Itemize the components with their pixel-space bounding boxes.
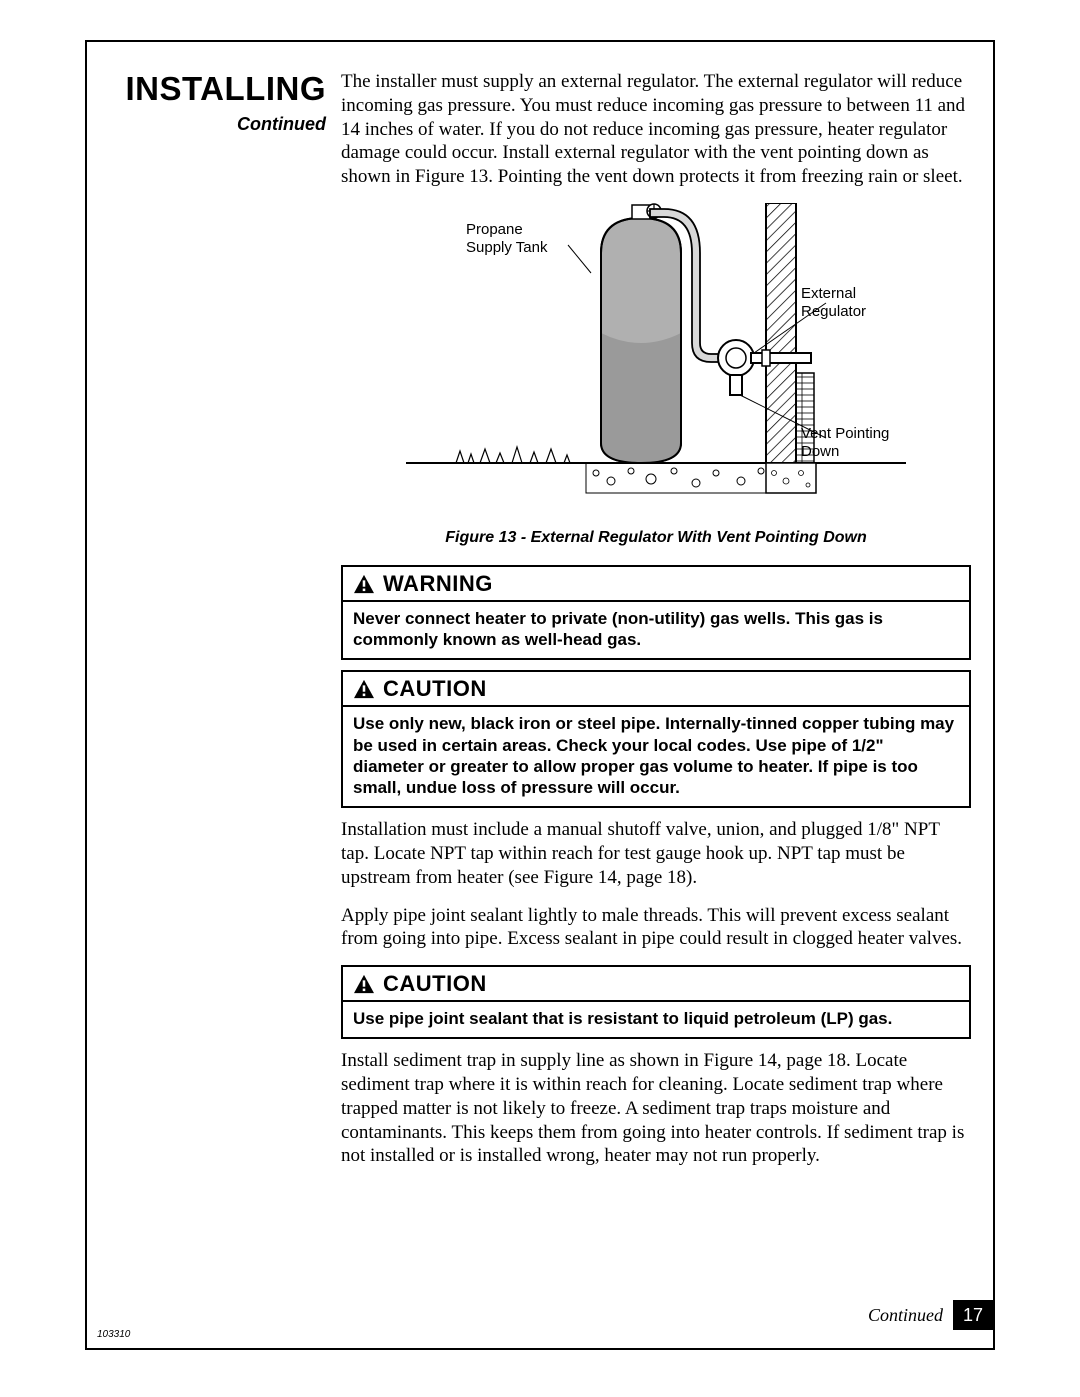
caution1-header: CAUTION bbox=[343, 672, 969, 707]
page-footer: Continued 17 bbox=[868, 1300, 993, 1330]
fig-label-regulator: External Regulator bbox=[801, 285, 866, 321]
page-frame: INSTALLING Continued The installer must … bbox=[85, 40, 995, 1350]
warning-body: Never connect heater to private (non-uti… bbox=[343, 602, 969, 659]
main-column: The installer must supply an external re… bbox=[341, 70, 971, 1182]
caution-box-1: CAUTION Use only new, black iron or stee… bbox=[341, 670, 971, 808]
caution1-body: Use only new, black iron or steel pipe. … bbox=[343, 707, 969, 806]
paragraph-sealant: Apply pipe joint sealant lightly to male… bbox=[341, 904, 971, 952]
figure-13: Propane Supply Tank External Regulator V… bbox=[341, 203, 971, 523]
caution-icon bbox=[353, 974, 375, 994]
sidebar: INSTALLING Continued bbox=[111, 70, 326, 135]
page-number: 17 bbox=[953, 1300, 993, 1330]
warning-box: WARNING Never connect heater to private … bbox=[341, 565, 971, 661]
continued-label-top: Continued bbox=[111, 114, 326, 135]
document-id: 103310 bbox=[97, 1329, 130, 1340]
caution1-title: CAUTION bbox=[383, 676, 487, 702]
propane-tank-shape bbox=[601, 204, 681, 463]
warning-icon bbox=[353, 574, 375, 594]
warning-header: WARNING bbox=[343, 567, 969, 602]
caution2-header: CAUTION bbox=[343, 967, 969, 1002]
warning-title: WARNING bbox=[383, 571, 493, 597]
caution2-body: Use pipe joint sealant that is resistant… bbox=[343, 1002, 969, 1037]
caution2-title: CAUTION bbox=[383, 971, 487, 997]
paragraph-shutoff: Installation must include a manual shuto… bbox=[341, 818, 971, 889]
caution-icon bbox=[353, 679, 375, 699]
paragraph-sediment: Install sediment trap in supply line as … bbox=[341, 1049, 971, 1168]
paragraph-intro: The installer must supply an external re… bbox=[341, 70, 971, 189]
continued-label-bottom: Continued bbox=[868, 1305, 943, 1326]
fig-label-tank: Propane Supply Tank bbox=[466, 221, 547, 257]
fig-label-vent: Vent Pointing Down bbox=[801, 425, 889, 461]
figure-caption: Figure 13 - External Regulator With Vent… bbox=[341, 529, 971, 547]
section-title: INSTALLING bbox=[111, 70, 326, 108]
caution-box-2: CAUTION Use pipe joint sealant that is r… bbox=[341, 965, 971, 1039]
